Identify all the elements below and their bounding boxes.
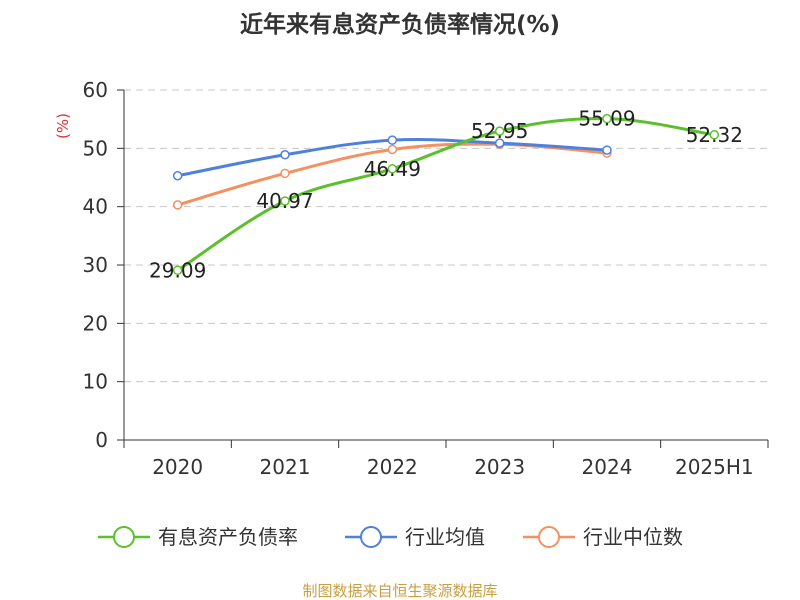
x-tick-label: 2020 bbox=[152, 455, 203, 479]
grid-lines bbox=[124, 89, 768, 383]
legend-item-2: 行业中位数 bbox=[523, 525, 683, 549]
y-tick-label: 20 bbox=[83, 311, 108, 335]
data-point bbox=[709, 130, 720, 140]
data-label: 29.09 bbox=[149, 258, 206, 282]
series-layer bbox=[172, 113, 720, 276]
data-point bbox=[172, 265, 183, 276]
series-1 bbox=[172, 135, 612, 181]
data-label: 55.09 bbox=[578, 107, 635, 131]
axes: 0 10 20 30 40 50 60 2020 2021 2022 2023 2024 2025H1 bbox=[83, 78, 769, 479]
data-point bbox=[387, 144, 398, 155]
data-label: 40.97 bbox=[256, 189, 313, 213]
y-tick-label: 0 bbox=[95, 428, 108, 452]
x-tick-label: 2021 bbox=[260, 455, 311, 479]
legend-label: 行业中位数 bbox=[583, 525, 683, 549]
legend-item-1: 行业均值 bbox=[345, 525, 485, 549]
legend-marker-icon bbox=[113, 526, 135, 548]
legend-label: 有息资产负债率 bbox=[158, 525, 298, 549]
legend-marker-icon bbox=[538, 526, 560, 548]
data-point bbox=[602, 113, 612, 124]
data-point bbox=[280, 168, 290, 179]
x-tick-label: 2023 bbox=[474, 455, 525, 479]
data-point bbox=[387, 164, 398, 174]
legend-marker-icon bbox=[360, 526, 382, 548]
data-point bbox=[494, 126, 505, 136]
x-tick-label: 2025H1 bbox=[675, 455, 754, 479]
series-line bbox=[176, 117, 715, 272]
chart-title: 近年来有息资产负债率情况(%) bbox=[240, 11, 560, 38]
series-0 bbox=[172, 113, 720, 276]
data-labels: 29.09 40.97 46.49 52.95 55.09 52.32 bbox=[149, 107, 743, 283]
data-point bbox=[280, 196, 290, 206]
data-point bbox=[387, 135, 398, 145]
x-tick-label: 2024 bbox=[582, 455, 633, 479]
data-label: 52.95 bbox=[471, 119, 528, 143]
legend: 有息资产负债率 行业均值 行业中位数 bbox=[98, 525, 683, 549]
legend-label: 行业均值 bbox=[405, 525, 485, 549]
data-point bbox=[172, 200, 183, 210]
source-note: 制图数据来自恒生聚源数据库 bbox=[302, 582, 497, 600]
data-label: 46.49 bbox=[364, 157, 421, 181]
data-point bbox=[172, 171, 183, 181]
y-tick-label: 60 bbox=[83, 78, 108, 102]
y-tick-label: 30 bbox=[83, 253, 108, 277]
x-tick-label: 2022 bbox=[367, 455, 418, 479]
legend-item-0: 有息资产负债率 bbox=[98, 525, 298, 549]
data-point bbox=[602, 145, 612, 155]
data-point bbox=[280, 150, 290, 160]
data-label: 52.32 bbox=[686, 123, 743, 147]
y-axis-label: (%) bbox=[54, 113, 72, 139]
y-tick-label: 10 bbox=[83, 370, 108, 394]
y-tick-label: 50 bbox=[83, 136, 108, 160]
data-point bbox=[494, 138, 505, 148]
y-tick-label: 40 bbox=[83, 195, 108, 219]
